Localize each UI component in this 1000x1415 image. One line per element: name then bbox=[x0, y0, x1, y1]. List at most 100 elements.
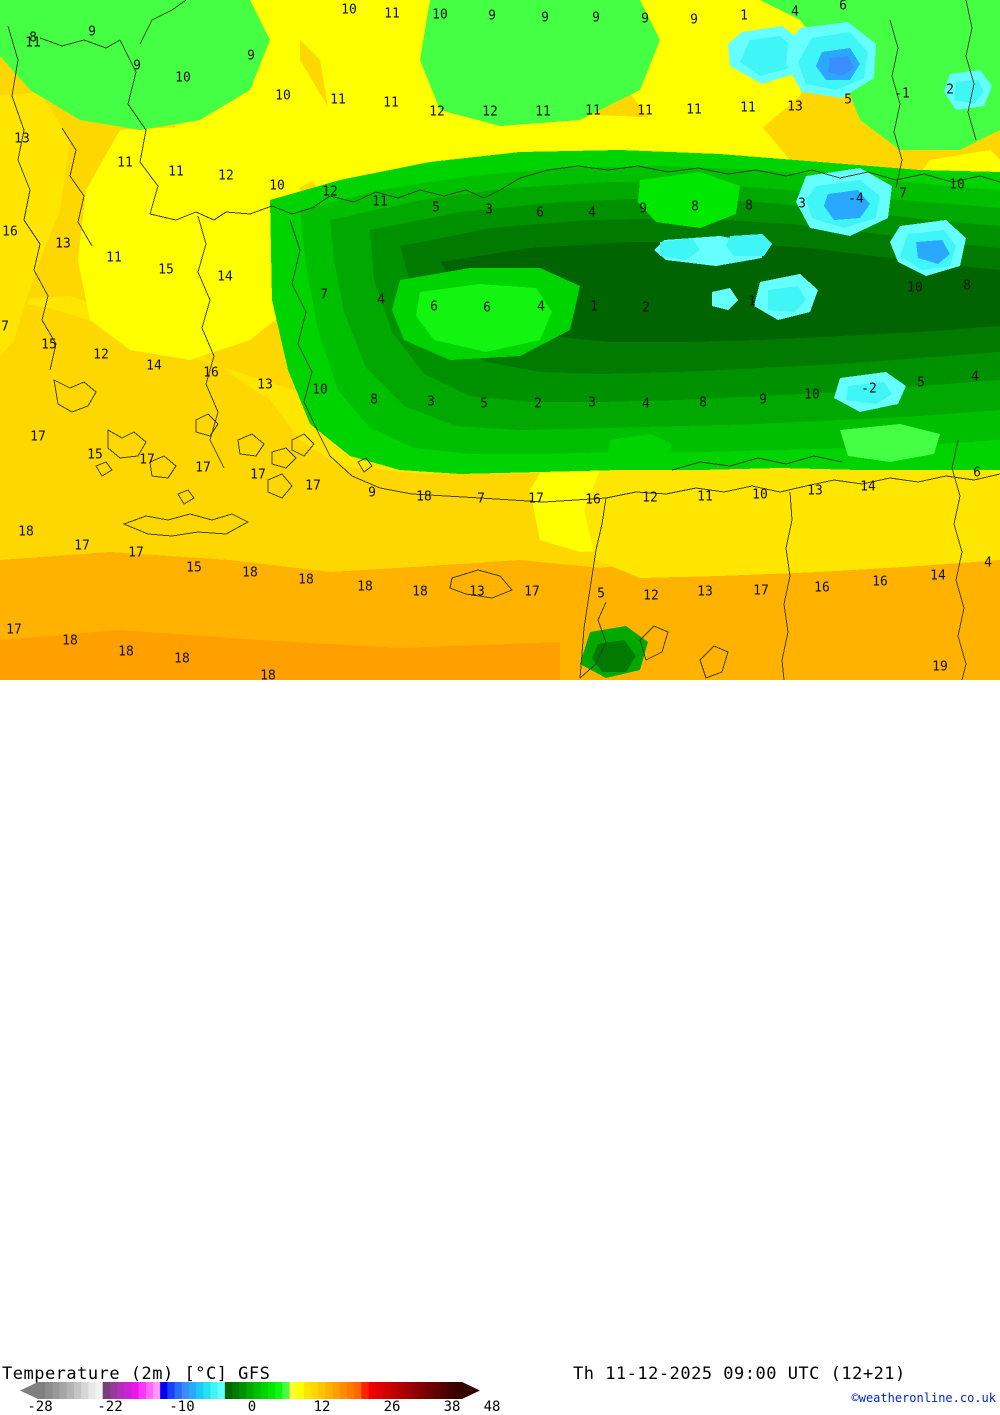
temperature-value-label: 18 bbox=[412, 584, 428, 600]
temperature-value-label: 14 bbox=[860, 479, 876, 495]
temperature-value-label: 19 bbox=[932, 659, 948, 675]
temperature-value-label: 4 bbox=[971, 369, 979, 385]
temperature-bands bbox=[0, 0, 1000, 680]
temperature-field-svg bbox=[0, 0, 1000, 680]
temperature-value-label: 13 bbox=[14, 131, 30, 147]
temperature-value-label: 18 bbox=[118, 644, 134, 660]
temperature-value-label: 12 bbox=[322, 184, 338, 200]
colour-scale-swatch bbox=[88, 1382, 97, 1399]
temperature-value-label: 10 bbox=[275, 88, 291, 104]
model-run-timestamp: Th 11-12-2025 09:00 UTC (12+21) bbox=[573, 1364, 906, 1384]
temperature-value-label: 6 bbox=[973, 465, 981, 481]
temperature-value-label: 10 bbox=[432, 7, 448, 23]
colour-scale-tick: -10 bbox=[169, 1399, 195, 1415]
temperature-value-label: 12 bbox=[93, 347, 109, 363]
temperature-value-label: 11 bbox=[106, 250, 122, 266]
colour-scale-swatch bbox=[246, 1382, 255, 1399]
temperature-value-label: 17 bbox=[305, 478, 321, 494]
temperature-value-label: 17 bbox=[524, 584, 540, 600]
temperature-value-label: 11 bbox=[697, 489, 713, 505]
temperature-value-label: 2 bbox=[946, 82, 954, 98]
temperature-value-label: 17 bbox=[6, 622, 22, 638]
temperature-value-label: 13 bbox=[55, 236, 71, 252]
colour-scale-swatch bbox=[332, 1382, 341, 1399]
temperature-value-label: 6 bbox=[483, 300, 491, 316]
temperature-value-label: 18 bbox=[357, 579, 373, 595]
temperature-value-label: 7 bbox=[477, 491, 485, 507]
temperature-value-label: 8 bbox=[963, 278, 971, 294]
temperature-value-label: 10 bbox=[804, 387, 820, 403]
temperature-value-label: 16 bbox=[814, 580, 830, 596]
temperature-value-label: 4 bbox=[377, 292, 385, 308]
colour-scale-swatch bbox=[361, 1382, 370, 1399]
colour-scale-swatch bbox=[289, 1382, 298, 1399]
colour-scale-swatch bbox=[196, 1382, 204, 1399]
colour-scale-swatch bbox=[368, 1382, 377, 1399]
colour-scale-swatch bbox=[375, 1382, 384, 1399]
colour-scale-tick: -22 bbox=[97, 1399, 123, 1415]
temperature-value-label: 3 bbox=[427, 394, 435, 410]
temperature-value-label: 11 bbox=[168, 164, 184, 180]
temperature-value-label: 11 bbox=[535, 104, 551, 120]
colour-scale-swatch bbox=[275, 1382, 283, 1399]
temperature-value-label: 1 bbox=[590, 299, 598, 315]
temperature-value-label: 15 bbox=[87, 447, 103, 463]
temperature-value-label: 11 bbox=[330, 92, 346, 108]
temperature-value-label: 9 bbox=[541, 10, 549, 26]
temperature-value-label: 7 bbox=[1, 319, 9, 335]
colour-scale-swatch bbox=[81, 1382, 89, 1399]
colour-scale-swatch bbox=[59, 1382, 68, 1399]
temperature-value-label: 18 bbox=[174, 651, 190, 667]
temperature-value-label: 12 bbox=[642, 490, 658, 506]
colour-scale-swatch bbox=[102, 1382, 111, 1399]
temperature-value-label: 5 bbox=[432, 200, 440, 216]
temperature-value-label: 11 bbox=[383, 95, 399, 111]
temperature-value-label: 8 bbox=[745, 198, 753, 214]
colour-scale-swatch bbox=[397, 1382, 406, 1399]
colour-scale-tick: -28 bbox=[27, 1399, 53, 1415]
temperature-value-label: 5 bbox=[480, 396, 488, 412]
colour-scale-swatch bbox=[347, 1382, 355, 1399]
colour-scale-swatch bbox=[95, 1382, 104, 1399]
temperature-value-label: 14 bbox=[930, 568, 946, 584]
colour-scale-swatch bbox=[404, 1382, 413, 1399]
colour-scale-swatch bbox=[418, 1382, 427, 1399]
temperature-value-label: 8 bbox=[29, 30, 37, 46]
colour-scale-swatch bbox=[454, 1382, 463, 1399]
temperature-value-label: 7 bbox=[320, 287, 328, 303]
colour-scale-swatch bbox=[433, 1382, 442, 1399]
temperature-value-label: 4 bbox=[588, 205, 596, 221]
temperature-value-label: 1 bbox=[748, 294, 756, 310]
temperature-value-label: 11 bbox=[25, 35, 41, 51]
temperature-value-label: 9 bbox=[247, 48, 255, 64]
temperature-value-label: 4 bbox=[537, 299, 545, 315]
temperature-value-label: 12 bbox=[643, 588, 659, 604]
colour-scale-swatch bbox=[38, 1382, 46, 1399]
temperature-value-label: 9 bbox=[592, 10, 600, 26]
colour-scale-swatch bbox=[167, 1382, 176, 1399]
temperature-value-label: 18 bbox=[260, 668, 276, 681]
temperature-value-label: 16 bbox=[585, 492, 601, 508]
temperature-value-label: 13 bbox=[787, 99, 803, 115]
temperature-value-label: 17 bbox=[30, 429, 46, 445]
colour-scale-swatch bbox=[160, 1382, 168, 1399]
temperature-value-label: 9 bbox=[368, 485, 376, 501]
temperature-value-label: 10 bbox=[752, 487, 768, 503]
colour-scale-swatch bbox=[447, 1382, 456, 1399]
colour-scale-swatch bbox=[224, 1382, 233, 1399]
temperature-value-label: 10 bbox=[175, 70, 191, 86]
temperature-value-label: 8 bbox=[699, 395, 707, 411]
colour-scale-swatch bbox=[311, 1382, 319, 1399]
temperature-value-label: 10 bbox=[312, 382, 328, 398]
temperature-value-label: 18 bbox=[416, 489, 432, 505]
colour-scale-swatch bbox=[239, 1382, 248, 1399]
temperature-value-label: 14 bbox=[217, 269, 233, 285]
temperature-map[interactable]: 8 9 11 10 9 9 10 11 11 12 12 11 11 11 11 11 13 10 11 10 9 9 9 9… bbox=[0, 0, 1000, 680]
temperature-value-label: 6 bbox=[430, 299, 438, 315]
temperature-value-label: 10 bbox=[907, 280, 923, 296]
temperature-value-label: 9 bbox=[639, 201, 647, 217]
colour-scale-bar[interactable] bbox=[20, 1382, 480, 1399]
colour-scale-high-arrow bbox=[462, 1382, 480, 1399]
colour-scale-swatch bbox=[217, 1382, 226, 1399]
colour-scale-tick: 48 bbox=[483, 1399, 501, 1415]
